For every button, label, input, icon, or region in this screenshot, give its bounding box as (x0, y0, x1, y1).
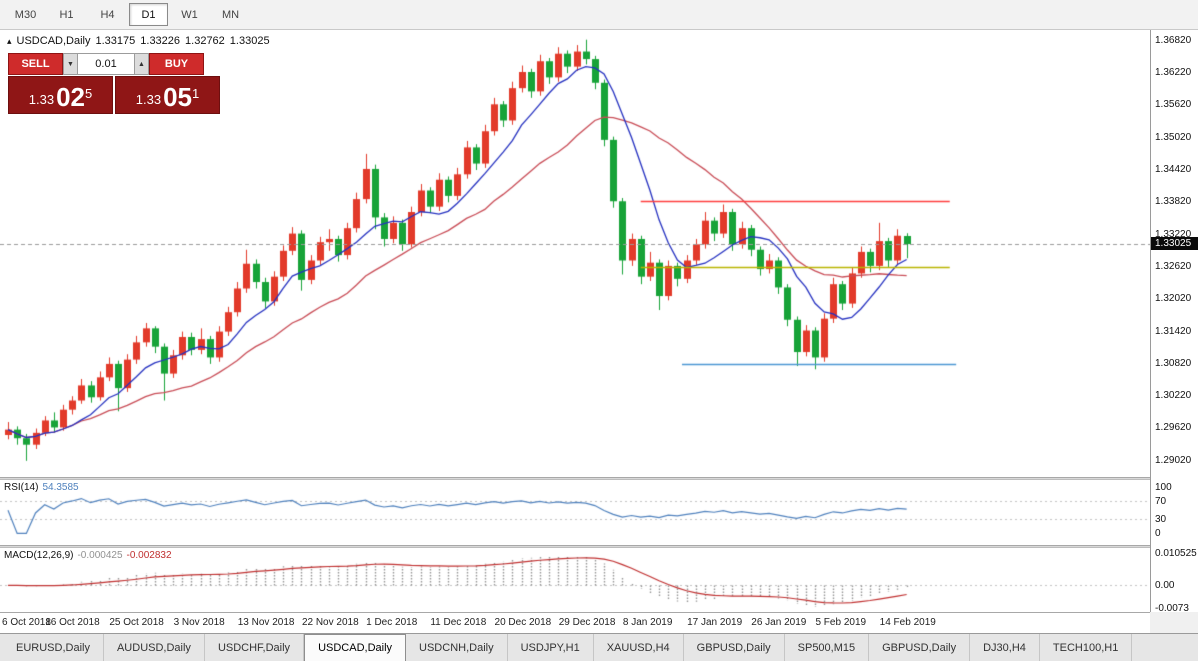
rsi-chart-canvas[interactable] (0, 480, 1150, 545)
chart-tab-audusd-daily[interactable]: AUDUSD,Daily (104, 634, 205, 661)
date-label: 17 Jan 2019 (687, 617, 743, 628)
macd-title: MACD(12,26,9) (4, 550, 74, 561)
price-scale-label: 1.31420 (1155, 325, 1192, 337)
date-label: 8 Jan 2019 (622, 617, 673, 628)
buy-button[interactable]: BUY (149, 53, 204, 75)
macd-scale-label: 0.00 (1155, 580, 1175, 592)
chart-ohlc-header: ▴ USDCAD,Daily 1.33175 1.33226 1.32762 1.3302… (7, 35, 275, 47)
chevron-down-icon: ▼ (67, 60, 74, 68)
chart-tab-usdchf-daily[interactable]: USDCHF,Daily (205, 634, 305, 661)
ohlc-close: 1.33025 (229, 35, 270, 47)
sell-price-big: 02 (56, 82, 85, 112)
chart-symbol: USDCAD,Daily (16, 35, 91, 47)
macd-scale-label: 0.010525 (1155, 548, 1197, 560)
buy-price-big: 05 (163, 82, 192, 112)
macd-header: MACD(12,26,9) -0.000425 -0.002832 (4, 550, 176, 561)
date-label: 25 Oct 2018 (109, 617, 164, 628)
rsi-scale-label: 70 (1155, 495, 1167, 507)
time-scale[interactable]: 6 Oct 2018 16 Oct 2018 25 Oct 2018 3 Nov 20… (0, 612, 1150, 633)
rsi-header: RSI(14) 54.3585 (4, 482, 83, 493)
price-scale-label: 1.30220 (1155, 390, 1192, 402)
date-label: 13 Nov 2018 (237, 617, 295, 628)
main-chart-area: ▴ USDCAD,Daily 1.33175 1.33226 1.32762 1.3302… (0, 30, 1150, 477)
rsi-scale-label: 30 (1155, 514, 1167, 526)
volume-decrease-button[interactable]: ▼ (63, 53, 78, 75)
sell-price-prefix: 1.33 (28, 92, 55, 107)
volume-increase-button[interactable]: ▲ (134, 53, 149, 75)
rsi-title: RSI(14) (4, 482, 39, 493)
timeframe-button-mn[interactable]: MN (221, 8, 240, 21)
timeframe-button-w1[interactable]: W1 (181, 8, 198, 21)
chart-tab-usdjpy-h1[interactable]: USDJPY,H1 (508, 634, 594, 661)
date-label: 6 Oct 2018 (2, 617, 51, 628)
date-label: 3 Nov 2018 (173, 617, 225, 628)
date-label: 20 Dec 2018 (494, 617, 552, 628)
date-label: 14 Feb 2019 (879, 617, 936, 628)
rsi-value: 54.3585 (42, 482, 79, 493)
chart-tab-bar: EURUSD,Daily AUDUSD,Daily USDCHF,Daily USDC… (0, 633, 1198, 661)
macd-scale-label: -0.0073 (1155, 602, 1189, 614)
price-scale-label: 1.29620 (1155, 422, 1192, 434)
date-label: 5 Feb 2019 (815, 617, 867, 628)
chart-tab-dj30-h4[interactable]: DJ30,H4 (970, 634, 1040, 661)
chevron-up-icon: ▲ (138, 60, 145, 68)
macd-panel: MACD(12,26,9) -0.000425 -0.002832 (0, 548, 1150, 612)
price-scale-label: 1.33220 (1155, 228, 1192, 240)
timeframe-button-d1[interactable]: D1 (129, 3, 168, 26)
date-label: 26 Jan 2019 (751, 617, 807, 628)
price-scale-label: 1.36820 (1155, 34, 1192, 46)
ohlc-low: 1.32762 (185, 35, 225, 47)
price-scale-label: 1.34420 (1155, 163, 1192, 175)
ohlc-high: 1.33226 (140, 35, 181, 47)
current-price-badge: 1.33025 (1151, 237, 1198, 251)
chart-icon: ▴ (7, 36, 12, 46)
chart-tab-sp500-m15[interactable]: SP500,M15 (785, 634, 870, 661)
price-scale-label: 1.30820 (1155, 357, 1192, 369)
chart-tab-gbpusd-daily[interactable]: GBPUSD,Daily (684, 634, 785, 661)
panel-splitter[interactable] (0, 545, 1198, 548)
price-scale-label: 1.32620 (1155, 260, 1192, 272)
price-scale-label: 1.33820 (1155, 196, 1192, 208)
price-scale-label: 1.35020 (1155, 131, 1192, 143)
date-label: 22 Nov 2018 (301, 617, 359, 628)
ohlc-open: 1.33175 (95, 35, 136, 47)
chart-tab-tech100-h1[interactable]: TECH100,H1 (1040, 634, 1133, 661)
buy-price-prefix: 1.33 (135, 92, 162, 107)
timeframe-button-h4[interactable]: H4 (100, 8, 115, 21)
chart-tab-usdcad-daily[interactable]: USDCAD,Daily (304, 634, 407, 661)
timeframe-button-m30[interactable]: M30 (14, 8, 37, 21)
buy-price-display[interactable]: 1.33 05 1 (115, 76, 220, 114)
date-label: 16 Oct 2018 (45, 617, 100, 628)
buy-price-sup: 1 (192, 86, 200, 101)
rsi-scale-label: 100 (1155, 481, 1172, 493)
chart-tab-xauusd-h4[interactable]: XAUUSD,H4 (594, 634, 684, 661)
sell-price-sup: 5 (85, 86, 93, 101)
rsi-scale-label: 0 (1155, 528, 1161, 540)
date-label: 29 Dec 2018 (558, 617, 616, 628)
timeframe-toolbar: M30 H1 H4 D1 W1 MN (0, 0, 1198, 30)
macd-value-signal: -0.002832 (126, 550, 172, 561)
timeframe-button-h1[interactable]: H1 (59, 8, 74, 21)
sell-button[interactable]: SELL (8, 53, 63, 75)
panel-splitter[interactable] (0, 477, 1198, 480)
price-scale-label: 1.32020 (1155, 293, 1192, 305)
chart-tab-gbpusd-daily[interactable]: GBPUSD,Daily (869, 634, 971, 661)
chart-tab-eurusd-daily[interactable]: EURUSD,Daily (3, 634, 104, 661)
price-scale[interactable]: 1.33025 1.36820 1.36220 1.35620 1.35020 1.34… (1150, 30, 1198, 614)
volume-input[interactable] (78, 53, 134, 75)
date-label: 1 Dec 2018 (366, 617, 418, 628)
date-label: 11 Dec 2018 (430, 617, 487, 628)
price-scale-label: 1.36220 (1155, 67, 1192, 78)
price-scale-label: 1.35620 (1155, 99, 1192, 111)
rsi-panel: RSI(14) 54.3585 (0, 480, 1150, 545)
macd-chart-canvas[interactable] (0, 548, 1150, 612)
macd-value-main: -0.000425 (77, 550, 123, 561)
sell-price-display[interactable]: 1.33 02 5 (8, 76, 113, 114)
chart-tab-usdcnh-daily[interactable]: USDCNH,Daily (406, 634, 508, 661)
price-scale-label: 1.29020 (1155, 454, 1192, 466)
